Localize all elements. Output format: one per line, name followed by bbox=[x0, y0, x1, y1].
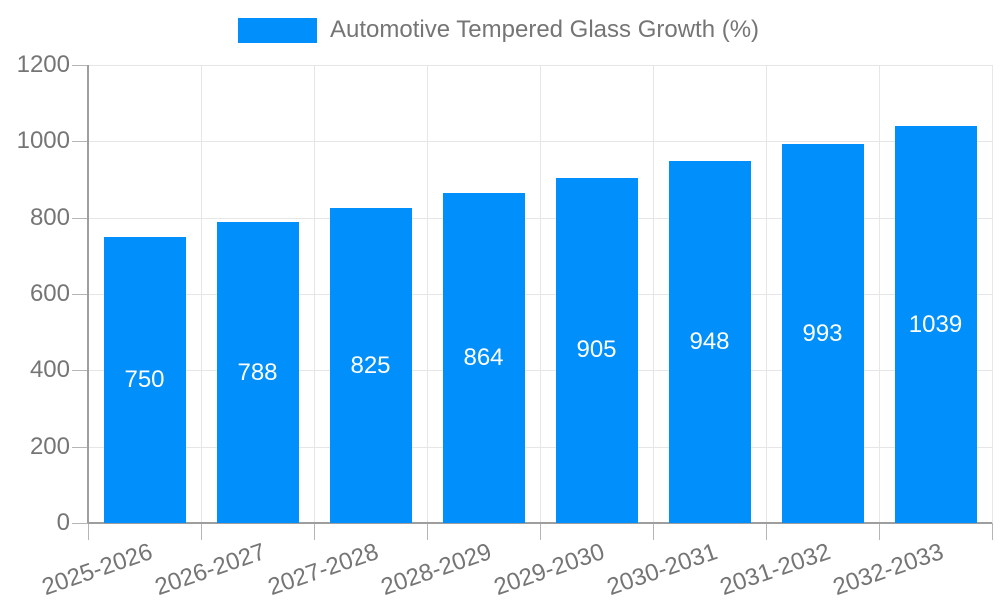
bar-value-label: 993 bbox=[802, 319, 843, 347]
legend-label: Automotive Tempered Glass Growth (%) bbox=[330, 16, 760, 43]
x-axis-label: 2030-2031 bbox=[603, 538, 721, 600]
x-axis-tick bbox=[879, 523, 880, 540]
y-axis-tick bbox=[72, 217, 88, 219]
x-axis-label: 2032-2033 bbox=[829, 538, 947, 600]
y-axis-label: 0 bbox=[56, 509, 70, 536]
bar-2025-2026[interactable] bbox=[103, 236, 186, 523]
bar-2026-2027[interactable] bbox=[216, 222, 299, 523]
y-axis-label: 400 bbox=[29, 356, 70, 384]
bar-value-label: 788 bbox=[237, 358, 278, 386]
y-axis-line bbox=[87, 65, 89, 523]
bar-2030-2031[interactable] bbox=[668, 161, 751, 523]
x-axis-label: 2026-2027 bbox=[151, 538, 269, 600]
bar-value-label: 750 bbox=[124, 365, 165, 393]
y-axis-label: 200 bbox=[29, 432, 70, 460]
x-axis-label: 2031-2032 bbox=[716, 538, 834, 600]
x-axis-label: 2028-2029 bbox=[377, 538, 495, 600]
bar-2028-2029[interactable] bbox=[442, 193, 525, 523]
gridline-vertical bbox=[427, 65, 428, 523]
bar-2027-2028[interactable] bbox=[329, 208, 412, 523]
x-axis-tick bbox=[540, 523, 541, 540]
x-axis-tick bbox=[314, 523, 315, 540]
gridline-vertical bbox=[992, 65, 993, 523]
bar-2032-2033[interactable] bbox=[894, 126, 977, 523]
x-axis-line bbox=[88, 522, 992, 524]
x-axis-label: 2029-2030 bbox=[490, 538, 608, 600]
gridline-vertical bbox=[879, 65, 880, 523]
x-axis-tick bbox=[992, 523, 993, 540]
gridline-vertical bbox=[540, 65, 541, 523]
x-axis-label: 2025-2026 bbox=[38, 538, 156, 600]
x-axis-tick bbox=[653, 523, 654, 540]
y-axis-tick bbox=[72, 65, 88, 66]
y-axis-tick bbox=[72, 523, 88, 524]
bar-value-label: 1039 bbox=[908, 310, 963, 338]
y-axis-label: 1200 bbox=[16, 51, 70, 78]
gridline-vertical bbox=[766, 65, 767, 523]
y-axis-tick bbox=[72, 141, 88, 143]
x-axis-label: 2027-2028 bbox=[264, 538, 382, 600]
legend-item[interactable]: Automotive Tempered Glass Growth (%) bbox=[238, 15, 759, 45]
gridline-vertical bbox=[653, 65, 654, 523]
x-axis-tick bbox=[427, 523, 428, 540]
bar-value-label: 825 bbox=[350, 351, 391, 379]
bar-2031-2032[interactable] bbox=[781, 144, 864, 523]
y-axis-label: 1000 bbox=[16, 127, 70, 155]
x-axis-tick bbox=[88, 523, 89, 540]
y-axis-label: 800 bbox=[29, 203, 70, 231]
bar-value-label: 905 bbox=[576, 336, 617, 364]
bar-2029-2030[interactable] bbox=[555, 177, 638, 523]
gridline-vertical bbox=[201, 65, 202, 523]
x-axis-tick bbox=[201, 523, 202, 540]
x-axis-tick bbox=[766, 523, 767, 540]
gridline-vertical bbox=[314, 65, 315, 523]
bar-value-label: 864 bbox=[463, 344, 504, 372]
y-axis-tick bbox=[72, 370, 88, 372]
y-axis-label: 600 bbox=[29, 280, 70, 307]
bar-value-label: 948 bbox=[689, 328, 730, 356]
y-axis-tick bbox=[72, 446, 88, 448]
y-axis-tick bbox=[72, 294, 88, 295]
legend-marker-swatch bbox=[238, 17, 317, 43]
